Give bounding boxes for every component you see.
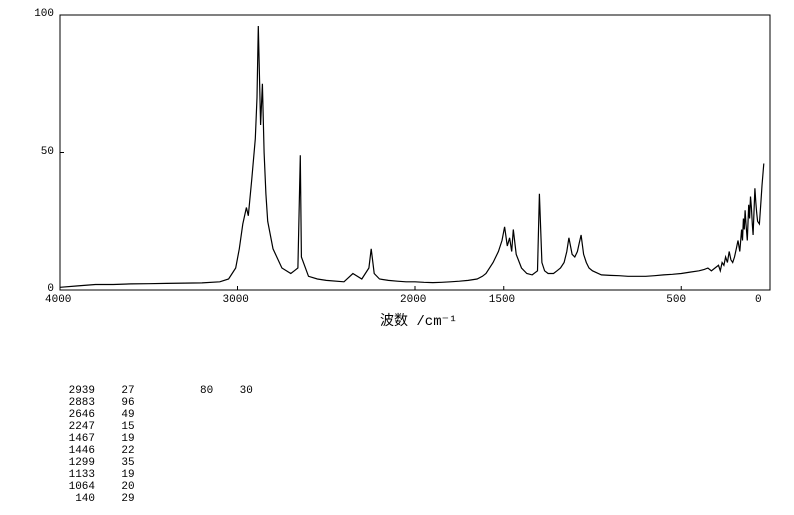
x-tick-label: 4000 — [45, 294, 71, 306]
spectrum-container: 波数 /cm⁻¹ 4000 3000 2000 1500 500 0 0 50 100 2939… — [0, 0, 794, 510]
peaks-table: 2939 27 2883 96 2646 49 2247 15 1467 19 … — [62, 385, 135, 505]
extra-annotation: 80 30 — [200, 385, 253, 397]
x-axis-label: 波数 /cm⁻¹ — [380, 310, 457, 330]
x-tick-label: 0 — [755, 294, 762, 306]
x-tick-label: 1500 — [489, 294, 515, 306]
spectrum-plot — [0, 0, 794, 340]
x-tick-label: 500 — [666, 294, 686, 306]
y-tick-label: 50 — [41, 146, 54, 158]
x-tick-label: 2000 — [400, 294, 426, 306]
x-tick-label: 3000 — [223, 294, 249, 306]
y-tick-label: 100 — [34, 8, 54, 20]
y-tick-label: 0 — [47, 283, 54, 295]
